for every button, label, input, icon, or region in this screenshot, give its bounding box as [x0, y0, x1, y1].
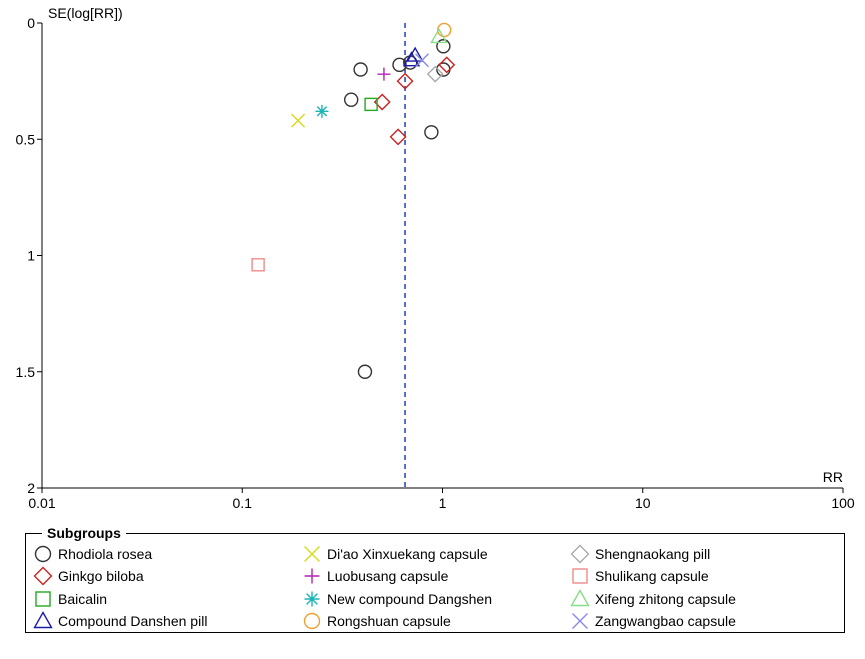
series-ginkgo-biloba: [373, 56, 456, 146]
data-point: [402, 51, 421, 67]
legend-label: Rhodiola rosea: [58, 546, 153, 562]
data-point: [406, 46, 424, 62]
legend-marker: [33, 611, 53, 629]
legend-item-shengnaokang-pill: Shengnaokang pill: [569, 544, 710, 564]
series-new-compound-dangshen: [315, 104, 329, 118]
series-baicalin: [364, 97, 378, 112]
legend: Subgroups Rhodiola rosea Ginkgo biloba Bai…: [25, 525, 845, 633]
legend-label: Luobusang capsule: [327, 568, 449, 584]
data-point: [291, 113, 306, 128]
legend-marker: [303, 612, 321, 630]
legend-marker-triangle-icon: [33, 611, 53, 629]
data-point: [424, 125, 439, 140]
legend-marker: [33, 566, 53, 586]
legend-title: Subgroups: [42, 525, 126, 541]
legend-label: Baicalin: [58, 591, 108, 607]
x-tick-label: 0.1: [233, 495, 253, 511]
legend-label: Di'ao Xinxuekang capsule: [327, 546, 488, 562]
legend-marker: [572, 568, 588, 584]
series-rongshuan-capsule: [437, 22, 452, 38]
data-point: [396, 72, 414, 90]
legend-label: New compound Dangshen: [327, 591, 492, 607]
legend-label: Zangwangbao capsule: [595, 613, 736, 629]
legend-marker-square-icon: [35, 591, 51, 607]
data-point: [251, 258, 265, 272]
series-shengnaokang-pill: [426, 65, 444, 83]
legend-item-baicalin: Baicalin: [32, 589, 107, 609]
legend-label: Rongshuan capsule: [327, 613, 451, 629]
legend-marker: [570, 589, 590, 607]
legend-marker-triangle-icon: [570, 589, 590, 607]
series-zangwangbao-capsule: [415, 53, 429, 68]
data-point: [353, 62, 368, 77]
series-rhodiola-rosea: [343, 39, 451, 379]
legend-item-zangwangbao-capsule: Zangwangbao capsule: [569, 611, 736, 631]
funnel-plot: 0.01 0.1 1 10 100 0 0.5 1 1.5 2 SE(log[RR]) RR: [16, 5, 855, 511]
y-tick-label: 2: [27, 480, 35, 496]
data-point: [436, 39, 451, 54]
data-point: [364, 97, 378, 112]
legend-item-rhodiola-rosea: Rhodiola rosea: [32, 544, 152, 564]
x-tick-label: 1: [439, 495, 447, 511]
legend-marker-diamond-icon: [33, 566, 53, 586]
series-di-ao-xinxuekang-capsule: [291, 113, 306, 128]
legend-marker: [304, 546, 320, 562]
legend-marker: [570, 544, 590, 564]
x-axis-title: RR: [823, 469, 843, 485]
legend-marker-x-icon: [304, 546, 320, 562]
y-tick-label: 1.5: [16, 364, 36, 380]
y-tick-label: 1: [27, 248, 35, 264]
data-point: [430, 28, 448, 44]
y-axis-title: SE(log[RR]): [48, 5, 123, 21]
legend-item-ginkgo-biloba: Ginkgo biloba: [32, 566, 144, 586]
x-tick-label: 10: [635, 495, 651, 511]
legend-label: Shulikang capsule: [595, 568, 709, 584]
data-point: [315, 104, 329, 118]
legend-label: Xifeng zhitong capsule: [595, 591, 736, 607]
series-shulikang-capsule: [251, 258, 265, 272]
legend-label: Ginkgo biloba: [58, 568, 144, 584]
series-luobusang-capsule: [377, 67, 391, 81]
legend-marker-diamond-icon: [570, 544, 590, 564]
y-tick-label: 0: [27, 15, 35, 31]
legend-marker: [572, 613, 588, 629]
data-point: [343, 92, 359, 107]
legend-marker-square-icon: [572, 568, 588, 584]
data-point: [426, 65, 444, 83]
legend-item-di-ao-xinxuekang-capsule: Di'ao Xinxuekang capsule: [301, 544, 488, 564]
data-point: [437, 22, 452, 38]
legend-label: Shengnaokang pill: [595, 546, 711, 562]
data-point: [392, 57, 407, 73]
x-tick-label: 0.01: [28, 495, 55, 511]
legend-marker: [34, 545, 52, 563]
legend-marker-plus-icon: [304, 568, 320, 584]
data-point: [389, 128, 407, 146]
legend-item-compound-danshen-pill: Compound Danshen pill: [32, 611, 207, 631]
data-point: [377, 67, 391, 81]
series-xifeng-zhitong-capsule: [430, 28, 448, 44]
legend-item-new-compound-dangshen: New compound Dangshen: [301, 589, 492, 609]
data-point: [438, 56, 456, 74]
legend-marker: [304, 568, 320, 584]
data-point: [357, 364, 373, 379]
legend-item-rongshuan-capsule: Rongshuan capsule: [301, 611, 451, 631]
legend-label: Compound Danshen pill: [58, 613, 208, 629]
legend-item-shulikang-capsule: Shulikang capsule: [569, 566, 709, 586]
x-tick-label: 100: [831, 495, 855, 511]
data-point: [415, 53, 429, 68]
legend-marker: [304, 591, 320, 607]
y-tick-label: 0.5: [16, 131, 36, 147]
legend-marker-circle-icon: [34, 545, 52, 563]
legend-item-xifeng-zhitong-capsule: Xifeng zhitong capsule: [569, 589, 736, 609]
legend-marker-x-icon: [572, 613, 588, 629]
legend-marker-circle-icon: [303, 612, 321, 630]
series-compound-danshen-pill: [402, 46, 424, 67]
legend-marker-asterisk-icon: [304, 591, 320, 607]
legend-item-luobusang-capsule: Luobusang capsule: [301, 566, 448, 586]
legend-marker: [35, 591, 51, 607]
